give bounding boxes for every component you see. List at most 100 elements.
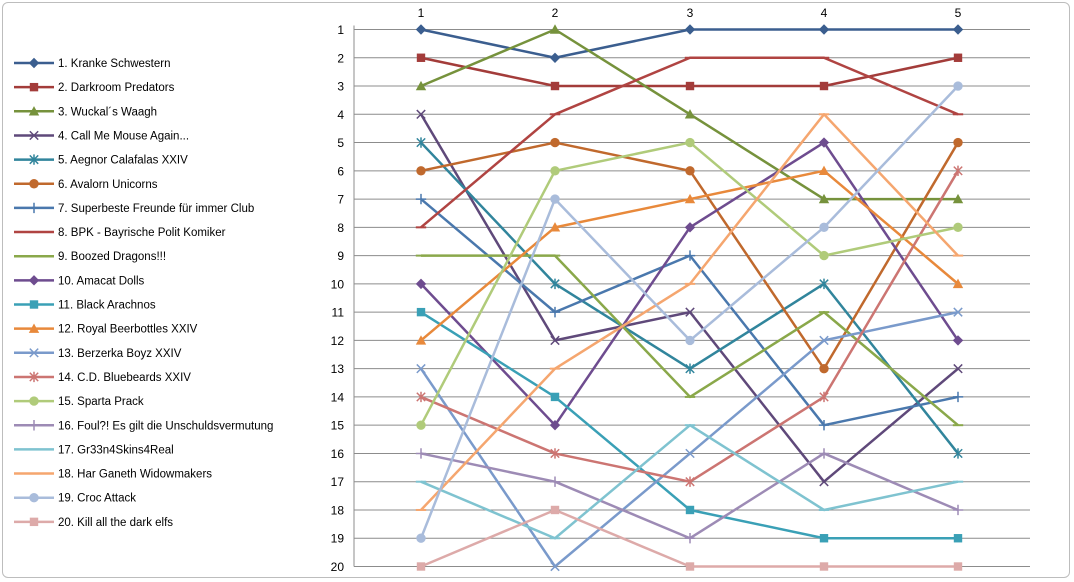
data-point [416, 420, 426, 430]
data-point [819, 391, 829, 403]
series-line [420, 56, 959, 88]
legend-marker [28, 275, 40, 286]
legend-marker [29, 82, 39, 92]
data-point [952, 278, 964, 289]
data-point [684, 250, 696, 261]
y-tick-label: 8 [337, 221, 344, 235]
data-point [819, 278, 829, 290]
legend-item: 2. Darkroom Predators [14, 82, 175, 94]
y-tick-label: 7 [337, 193, 344, 207]
series-line [420, 452, 959, 540]
series-17 [415, 423, 964, 540]
legend-item: 11. Black Arachnos [14, 300, 156, 312]
data-point [819, 222, 829, 233]
data-point [550, 194, 560, 204]
data-point [549, 52, 561, 63]
data-point [952, 335, 964, 346]
legend-item: 7. Superbeste Freunde für immer Club [14, 202, 254, 215]
legend-item: 14. C.D. Bluebeards XXIV [14, 371, 191, 384]
data-point [685, 448, 695, 459]
data-point [416, 307, 426, 317]
legend-item: 15. Sparta Prack [14, 396, 144, 408]
y-tick-label: 9 [337, 249, 344, 263]
data-point [416, 166, 426, 176]
data-point [685, 137, 695, 148]
series-5 [416, 137, 963, 459]
x-tick-label: 5 [955, 6, 962, 20]
legend-marker [29, 517, 39, 527]
legend-marker [29, 130, 39, 141]
y-tick-label: 16 [331, 447, 345, 461]
data-point [685, 562, 695, 571]
data-point [416, 391, 426, 403]
legend-item: 20. Kill all the dark elfs [14, 517, 173, 529]
data-point [550, 335, 560, 346]
series-18 [415, 113, 964, 511]
data-point [416, 533, 426, 543]
data-point [416, 137, 426, 148]
legend-label: 20. Kill all the dark elfs [58, 517, 173, 529]
data-point [818, 137, 830, 148]
legend-label: 19. Croc Attack [58, 493, 136, 505]
data-point [684, 222, 696, 233]
data-point [415, 193, 427, 205]
data-point [549, 222, 561, 232]
data-point [819, 562, 829, 571]
data-point [819, 335, 829, 346]
y-tick-label: 10 [331, 277, 345, 291]
x-tick-labels: 1 2 3 4 5 [418, 6, 962, 20]
legend-item: 1. Kranke Schwestern [14, 57, 171, 70]
data-point [549, 419, 561, 431]
data-point [550, 448, 560, 459]
series-line [420, 141, 959, 455]
data-point [953, 448, 963, 459]
series-3 [415, 24, 964, 204]
data-point [550, 81, 560, 91]
y-tick-label: 20 [331, 560, 345, 574]
legend-marker [29, 348, 39, 358]
data-point [818, 24, 830, 35]
data-point [818, 448, 830, 459]
series-13 [416, 307, 963, 572]
x-tick-label: 2 [552, 6, 559, 20]
legend-label: 15. Sparta Prack [58, 396, 144, 408]
legend-marker [28, 420, 40, 431]
legend-label: 14. C.D. Bluebeards XXIV [58, 372, 191, 384]
legend-item: 18. Har Ganeth Widowmakers [14, 469, 212, 481]
data-point [416, 562, 426, 571]
y-tick-label: 2 [337, 51, 344, 65]
data-point [818, 419, 830, 431]
data-point [953, 81, 963, 91]
data-point [819, 363, 829, 374]
data-point [685, 81, 695, 91]
data-point [415, 278, 427, 290]
data-point [953, 165, 963, 177]
data-point [818, 165, 830, 176]
legend-item: 17. Gr33n4Skins4Real [14, 444, 174, 456]
data-point [953, 363, 963, 374]
y-tick-label: 18 [331, 503, 345, 517]
legend-label: 6. Avalorn Unicorns [58, 179, 158, 191]
legend-label: 4. Call Me Mouse Again... [58, 130, 189, 142]
y-tick-label: 13 [331, 362, 345, 376]
data-point [952, 193, 964, 204]
data-point [684, 24, 696, 35]
legend-marker [29, 300, 39, 309]
legend-label: 3. Wuckal´s Waagh [58, 106, 157, 118]
data-point [550, 561, 560, 572]
data-point [953, 534, 963, 543]
data-point [415, 80, 427, 91]
legend-marker [29, 493, 39, 503]
legend-item: 9. Boozed Dragons!!! [14, 251, 166, 263]
y-tick-label: 15 [331, 419, 345, 433]
data-point [685, 166, 695, 176]
x-tick-label: 1 [418, 6, 425, 20]
legend-item: 3. Wuckal´s Waagh [14, 106, 157, 118]
legend-label: 18. Har Ganeth Widowmakers [58, 469, 212, 481]
data-point [684, 533, 696, 544]
data-point [953, 137, 963, 148]
y-tick-label: 19 [331, 532, 345, 546]
data-point [550, 278, 560, 290]
series-12 [415, 165, 964, 345]
